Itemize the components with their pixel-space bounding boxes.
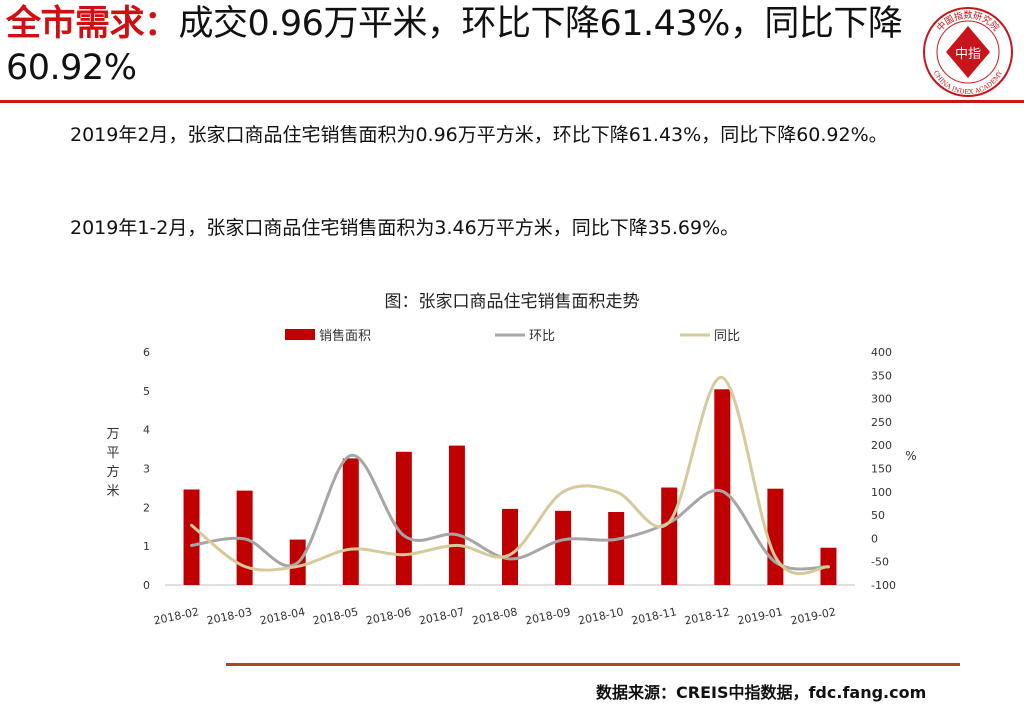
- y-tick-label: 6: [143, 346, 150, 359]
- x-tick-label: 2018-03: [206, 605, 254, 627]
- legend-label: 销售面积: [319, 328, 371, 344]
- bar-sales-area: [183, 489, 200, 585]
- x-tick-label: 2018-06: [365, 605, 413, 627]
- y2-tick-label: 50: [871, 509, 885, 522]
- bar-sales-area: [502, 508, 518, 585]
- y-tick-label: 4: [143, 424, 150, 437]
- bar-sales-area: [395, 451, 412, 585]
- bar-sales-area: [555, 510, 572, 585]
- x-tick-label: 2019-01: [736, 605, 784, 627]
- y2-tick-label: 150: [871, 463, 892, 476]
- bar-sales-area: [448, 445, 465, 585]
- line-yoy: [190, 376, 830, 576]
- header-rule: [0, 100, 1024, 103]
- bar-sales-area: [342, 458, 359, 585]
- x-tick-label: 2018-05: [312, 605, 360, 627]
- bar-sales-area: [661, 487, 678, 585]
- data-source: 数据来源：CREIS中指数据，fdc.fang.com: [596, 683, 927, 702]
- y2-tick-label: 100: [871, 486, 892, 499]
- legend-label: 同比: [714, 329, 740, 344]
- x-tick-label: 2018-08: [471, 605, 519, 627]
- x-tick-label: 2018-11: [630, 605, 678, 627]
- y2-tick-label: 200: [871, 439, 892, 452]
- logo-center-text: 中指: [955, 47, 981, 62]
- legend-swatch-sales-area: [285, 329, 315, 340]
- bar-sales-area: [608, 511, 625, 585]
- y2-axis-label: %: [905, 449, 916, 463]
- y-tick-label: 5: [143, 385, 150, 398]
- footer-rule: [226, 663, 960, 666]
- y-tick-label: 0: [143, 579, 150, 592]
- y2-tick-label: 250: [871, 416, 892, 429]
- y-tick-label: 1: [143, 540, 150, 553]
- y2-tick-label: 400: [871, 346, 892, 359]
- sales-area-chart: 0 1 2 3 4 5 6 -100 -50 0 50 100 150 200 250 300 350 400 万平…: [106, 328, 916, 627]
- y-tick-label: 2: [143, 501, 150, 514]
- summary-paragraph-2: 2019年1-2月，张家口商品住宅销售面积为3.46万平方米，同比下降35.69…: [70, 217, 740, 239]
- y-tick-label: 3: [143, 463, 150, 476]
- bar-sales-area: [714, 389, 731, 585]
- bar-sales-area: [767, 488, 784, 585]
- y2-tick-label: 350: [871, 369, 892, 382]
- x-tick-label: 2018-10: [577, 605, 625, 627]
- china-index-academy-logo: 中指 中国指数研究院 CHINA INDEX ACADEMY: [923, 7, 1013, 97]
- x-tick-label: 2019-02: [789, 605, 837, 627]
- y2-tick-label: 300: [871, 393, 892, 406]
- page-title-accent: 全市需求：: [6, 4, 179, 44]
- legend-label: 环比: [529, 329, 555, 344]
- y2-tick-label: -100: [871, 579, 896, 592]
- x-tick-label: 2018-12: [683, 605, 731, 627]
- page-title: 全市需求：成交0.96万平米，环比下降61.43%，同比下降60.92%: [6, 2, 906, 90]
- x-tick-label: 2018-07: [418, 605, 466, 627]
- x-tick-label: 2018-09: [524, 605, 572, 627]
- line-mom: [190, 453, 830, 571]
- page-title-text: 成交0.96万平米，环比下降61.43%，同比下降60.92%: [6, 4, 903, 88]
- x-tick-label: 2018-02: [152, 605, 200, 627]
- summary-paragraph-1: 2019年2月，张家口商品住宅销售面积为0.96万平方米，环比下降61.43%，…: [70, 124, 888, 146]
- chart-title: 图：张家口商品住宅销售面积走势: [384, 292, 640, 312]
- x-tick-label: 2018-04: [259, 605, 307, 627]
- y-axis-label: 万平方米: [106, 427, 119, 499]
- y2-tick-label: 0: [871, 532, 878, 545]
- y2-tick-label: -50: [871, 556, 889, 569]
